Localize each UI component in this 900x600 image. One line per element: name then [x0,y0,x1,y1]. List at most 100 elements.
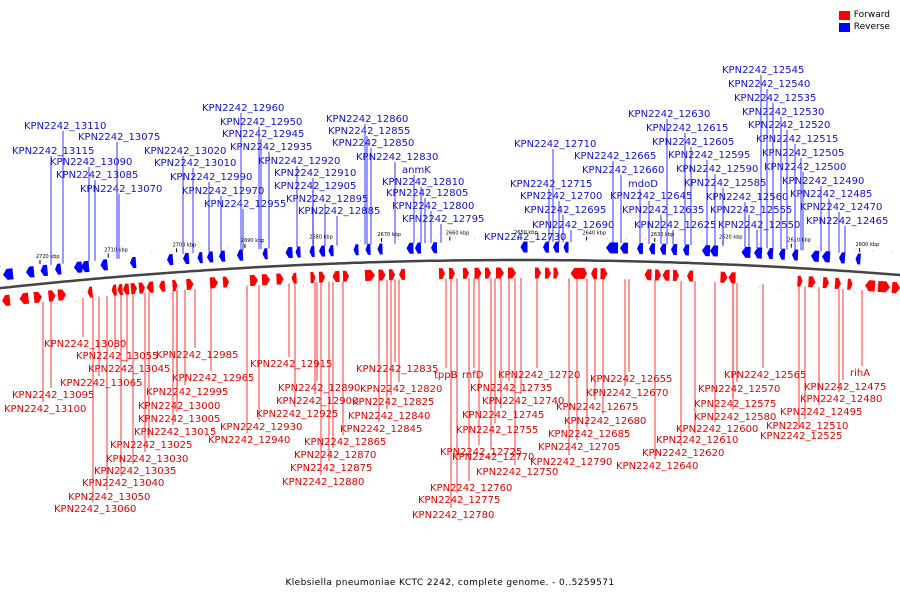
reverse-gene-label: KPN2242_12945 [222,129,304,140]
reverse-gene-label: KPN2242_12585 [684,178,766,189]
reverse-gene-label: KPN2242_12690 [532,220,614,231]
forward-gene-label: KPN2242_12825 [352,397,434,408]
forward-gene-arrow [138,282,145,294]
forward-gene-label: KPN2242_13015 [134,427,216,438]
reverse-gene-label: KPN2242_12630 [628,109,710,120]
gene-arrows [2,241,900,307]
reverse-gene-arrow [159,280,166,292]
map-caption: Klebsiella pneumoniae KCTC 2242, complet… [285,578,615,588]
reverse-gene-label: KPN2242_12520 [748,120,830,131]
forward-gene-arrow [672,269,679,282]
forward-gene-arrow [438,268,445,280]
reverse-gene-arrow [570,267,582,279]
reverse-gene-label: KPN2242_12660 [582,165,664,176]
reverse-gene-arrow [606,242,619,254]
reverse-gene-arrow [319,245,326,257]
reverse-gene-arrow [40,264,49,277]
forward-gene-label: KPN2242_12750 [476,467,558,478]
reverse-gene-arrow [2,294,11,307]
reverse-gene-arrow [87,286,93,298]
reverse-gene-label: KPN2242_12560 [706,192,788,203]
reverse-gene-label: KPN2242_12625 [634,220,716,231]
reverse-gene-arrow [309,245,315,258]
forward-gene-label: KPN2242_13040 [82,478,164,489]
reverse-gene-label: KPN2242_12830 [356,152,438,163]
reverse-gene-label: KPN2242_12730 [484,232,566,243]
reverse-gene-label: KPN2242_12615 [646,123,728,134]
forward-gene-label: KPN2242_13055 [76,351,158,362]
forward-gene-label: KPN2242_12575 [694,399,776,410]
reverse-gene-label: KPN2242_12920 [258,156,340,167]
forward-gene-label: KPN2242_13045 [88,364,170,375]
reverse-gene-label: KPN2242_13010 [154,158,236,169]
forward-gene-arrow [553,267,559,279]
reverse-gene-label: KPN2242_13090 [50,157,132,168]
reverse-gene-arrow [754,247,763,259]
reverse-gene-label: KPN2242_12805 [386,188,468,199]
legend-forward: Forward [838,9,890,21]
forward-gene-label: KPN2242_12875 [290,463,372,474]
reverse-gene-arrow [620,242,629,254]
forward-gene-label: KPN2242_12670 [586,388,668,399]
reverse-gene-arrow [822,251,831,263]
reverse-gene-arrow [291,272,297,284]
reverse-gene-arrow [839,252,846,264]
reverse-gene-arrow [649,243,656,255]
forward-gene-arrow [222,276,229,288]
reverse-gene-label: mdoD [628,179,658,190]
forward-gene-label: KPN2242_13035 [94,466,176,477]
reverse-gene-arrow [130,256,137,269]
forward-gene-label: KPN2242_12745 [462,410,544,421]
forward-gene-label: KPN2242_12890 [278,383,360,394]
forward-swatch [838,10,850,20]
reverse-gene-label: KPN2242_12465 [806,216,888,227]
reverse-legend-label: Reverse [853,22,890,32]
forward-gene-arrow [261,274,270,286]
forward-gene-label: KPN2242_12525 [760,431,842,442]
forward-gene-arrow [33,291,42,304]
reverse-gene-arrow [543,241,550,253]
forward-gene-label: KPN2242_12995 [146,387,228,398]
reverse-gene-arrow [81,260,90,273]
forward-gene-label: rihA [850,368,870,379]
forward-gene-label: KPN2242_12475 [804,382,886,393]
label-leader-lines [42,75,863,508]
reverse-gene-label: KPN2242_12855 [328,126,410,137]
reverse-gene-arrow [728,272,736,284]
forward-gene-arrow [654,269,661,281]
reverse-gene-label: anmK [402,165,431,176]
reverse-swatch [838,22,850,32]
tick-label: 2680 kbp [309,234,333,240]
reverse-gene-arrow [123,283,130,295]
reverse-gene-arrow [237,249,244,261]
reverse-gene-arrow [26,266,35,278]
forward-gene-label: KPN2242_12675 [556,402,638,413]
reverse-gene-label: KPN2242_12850 [332,138,414,149]
forward-gene-arrow [600,268,608,280]
forward-gene-arrow [484,267,491,279]
forward-gene-label: KPN2242_12740 [482,396,564,407]
tick-label: 2640 kbp [582,230,606,236]
forward-gene-label: KPN2242_12770 [452,452,534,463]
forward-gene-arrow [877,280,890,293]
forward-gene-arrow [808,276,816,288]
reverse-gene-label: KPN2242_12695 [524,205,606,216]
reverse-gene-label: KPN2242_12555 [710,205,792,216]
forward-gene-label: KPN2242_12655 [590,374,672,385]
forward-gene-label: KPN2242_12570 [698,384,780,395]
reverse-gene-label: KPN2242_12515 [756,134,838,145]
reverse-gene-arrow [19,292,30,305]
forward-gene-label: KPN2242_13005 [138,414,220,425]
reverse-gene-arrow [285,246,293,259]
forward-gene-arrow [47,290,56,302]
forward-gene-arrow [544,267,551,279]
reverse-gene-arrow [683,244,690,256]
forward-gene-arrow [388,269,395,281]
reverse-gene-arrow [399,268,406,280]
forward-gene-label: KPN2242_12620 [642,448,724,459]
tick-label: 2630 kbp [651,232,675,238]
reverse-gene-arrow [207,251,214,263]
forward-gene-arrow [209,277,218,289]
genome-backbone [0,237,900,310]
